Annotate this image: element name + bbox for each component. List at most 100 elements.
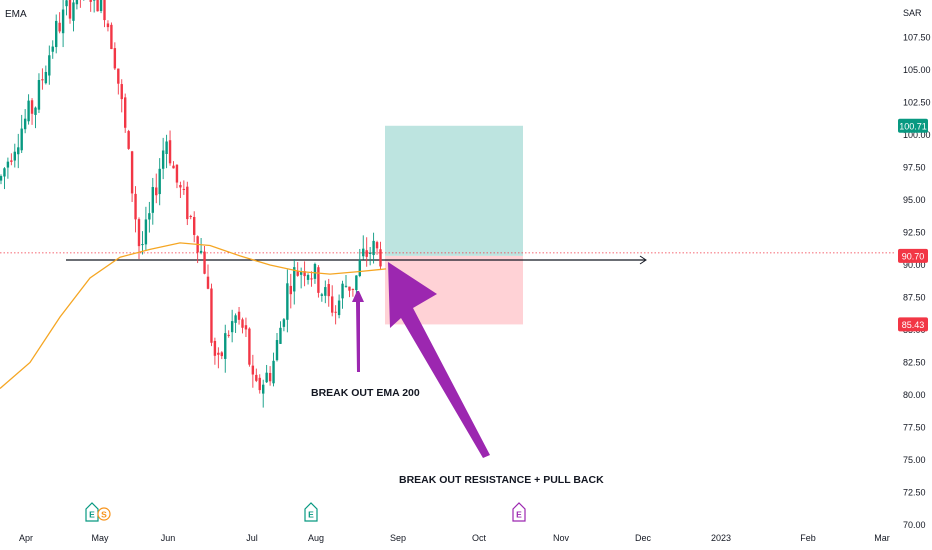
target-zone[interactable]: [385, 125, 523, 256]
candle: [27, 94, 30, 125]
candle: [34, 106, 37, 129]
candle: [127, 129, 130, 150]
candle: [161, 137, 165, 180]
ema-break-annotation: BREAK OUT EMA 200: [311, 387, 420, 399]
candle: [286, 269, 289, 333]
earnings-marker-icon[interactable]: [304, 502, 318, 522]
price-tick-label: 87.50: [903, 293, 926, 303]
candle-body: [268, 372, 272, 382]
earnings-marker-icon[interactable]: [512, 502, 526, 522]
candle-body: [265, 372, 268, 383]
price-tick-label: 70.00: [903, 520, 926, 530]
event-marker-letter: E: [308, 510, 314, 520]
candle: [68, 0, 72, 24]
price-tick-label: 77.50: [903, 423, 926, 433]
candle: [193, 211, 196, 243]
candle: [158, 158, 161, 206]
candle-body: [199, 250, 203, 253]
candle-body: [262, 384, 265, 394]
price-badge-label: 90.70: [902, 251, 925, 261]
candle: [268, 366, 272, 386]
time-axis[interactable]: Apr May Jun Jul Aug Sep Oct Nov Dec 2023 Feb Mar: [19, 533, 890, 543]
price-tick-label: 80.00: [903, 390, 926, 400]
candle-body: [137, 219, 141, 247]
candle: [30, 98, 34, 125]
candle: [248, 327, 251, 367]
candle-body: [20, 128, 23, 151]
candle: [48, 45, 51, 85]
candle: [365, 237, 368, 267]
candle-body: [44, 71, 48, 84]
candle: [110, 22, 113, 50]
candle-body: [92, 0, 96, 1]
candle-body: [251, 365, 255, 375]
candle-body: [151, 187, 154, 213]
candle-body: [193, 217, 196, 235]
candle: [203, 246, 206, 275]
candle: [358, 248, 361, 278]
candle-body: [362, 248, 365, 257]
candle: [293, 259, 296, 305]
candle-body: [282, 319, 286, 327]
candlestick-series: [0, 0, 382, 408]
price-axis[interactable]: SAR 107.50 105.00 102.50 100.00 97.50 95.00 92…: [895, 0, 932, 550]
candle-body: [110, 24, 113, 50]
candle-body: [168, 140, 172, 164]
candle-body: [244, 325, 248, 330]
candle-body: [224, 333, 227, 359]
candle-body: [217, 352, 220, 355]
candle-body: [3, 168, 6, 177]
candle-body: [334, 311, 337, 313]
candle-body: [10, 160, 13, 162]
candle-body: [310, 278, 313, 280]
candle: [75, 0, 79, 10]
candle-body: [272, 360, 275, 384]
price-tick-label: 97.50: [903, 163, 926, 173]
candle-body: [348, 286, 351, 291]
candle-body: [175, 164, 179, 183]
candle-body: [234, 315, 237, 323]
position-zones[interactable]: [385, 125, 523, 325]
candle-body: [161, 150, 165, 169]
time-tick-label: Jun: [161, 533, 176, 543]
candle-body: [51, 46, 54, 52]
candle-body: [127, 131, 130, 149]
candle-body: [134, 193, 137, 220]
candle-body: [227, 334, 230, 336]
candle: [368, 246, 372, 266]
time-tick-label: Aug: [308, 533, 324, 543]
price-tick-label: 82.50: [903, 358, 926, 368]
candle-body: [182, 188, 186, 190]
candle-body: [27, 100, 30, 122]
time-tick-label: Mar: [874, 533, 890, 543]
candle: [296, 262, 299, 277]
candle-body: [61, 9, 65, 34]
resistance-break-annotation: BREAK OUT RESISTANCE + PULL BACK: [399, 474, 604, 486]
candle: [41, 68, 44, 90]
indicator-label: EMA: [5, 9, 27, 20]
price-badge-stop: [898, 317, 928, 332]
price-tick-label: 72.50: [903, 488, 926, 498]
dividend-marker-icon[interactable]: [97, 507, 111, 521]
candle: [3, 167, 6, 190]
candle: [165, 134, 168, 169]
candle-body: [255, 374, 258, 381]
event-marker-letter: S: [101, 510, 107, 520]
candle-body: [275, 340, 279, 361]
candle-body: [206, 276, 210, 289]
candle: [189, 214, 192, 220]
annotation-arrows: [352, 262, 490, 458]
candle-body: [241, 319, 244, 328]
candle: [37, 73, 41, 114]
candle: [255, 368, 258, 383]
candle-body: [113, 48, 117, 69]
candle-body: [320, 294, 324, 296]
candle: [310, 271, 313, 287]
candle-body: [189, 216, 192, 218]
candle: [124, 93, 127, 133]
candle-body: [344, 285, 348, 287]
candle: [175, 164, 179, 189]
candle: [10, 153, 13, 166]
